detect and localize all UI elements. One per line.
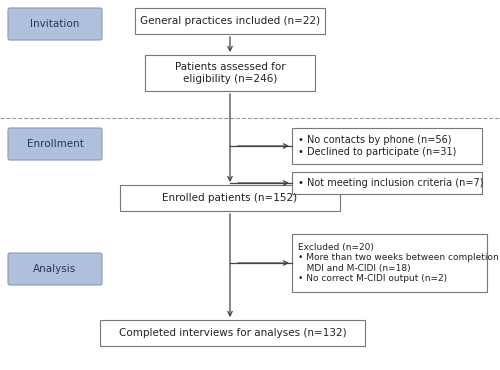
Text: Excluded (n=20)
• More than two weeks between completion of
   MDI and M-CIDI (n: Excluded (n=20) • More than two weeks be… xyxy=(298,243,500,283)
FancyBboxPatch shape xyxy=(8,8,102,40)
Text: Analysis: Analysis xyxy=(34,264,76,274)
Bar xyxy=(100,320,365,346)
Bar xyxy=(120,185,340,211)
Bar xyxy=(292,234,487,292)
Bar xyxy=(135,8,325,34)
FancyBboxPatch shape xyxy=(8,128,102,160)
Text: • No contacts by phone (n=56)
• Declined to participate (n=31): • No contacts by phone (n=56) • Declined… xyxy=(298,135,456,157)
Text: Enrollment: Enrollment xyxy=(26,139,84,149)
Bar xyxy=(145,55,315,91)
Text: Enrolled patients (n=152): Enrolled patients (n=152) xyxy=(162,193,298,203)
Text: Completed interviews for analyses (n=132): Completed interviews for analyses (n=132… xyxy=(118,328,346,338)
Text: • Not meeting inclusion criteria (n=7): • Not meeting inclusion criteria (n=7) xyxy=(298,178,484,188)
FancyBboxPatch shape xyxy=(8,253,102,285)
Text: General practices included (n=22): General practices included (n=22) xyxy=(140,16,320,26)
Text: Invitation: Invitation xyxy=(30,19,80,29)
Text: Patients assessed for
eligibility (n=246): Patients assessed for eligibility (n=246… xyxy=(174,62,286,84)
Bar xyxy=(292,172,482,194)
Bar xyxy=(292,128,482,164)
